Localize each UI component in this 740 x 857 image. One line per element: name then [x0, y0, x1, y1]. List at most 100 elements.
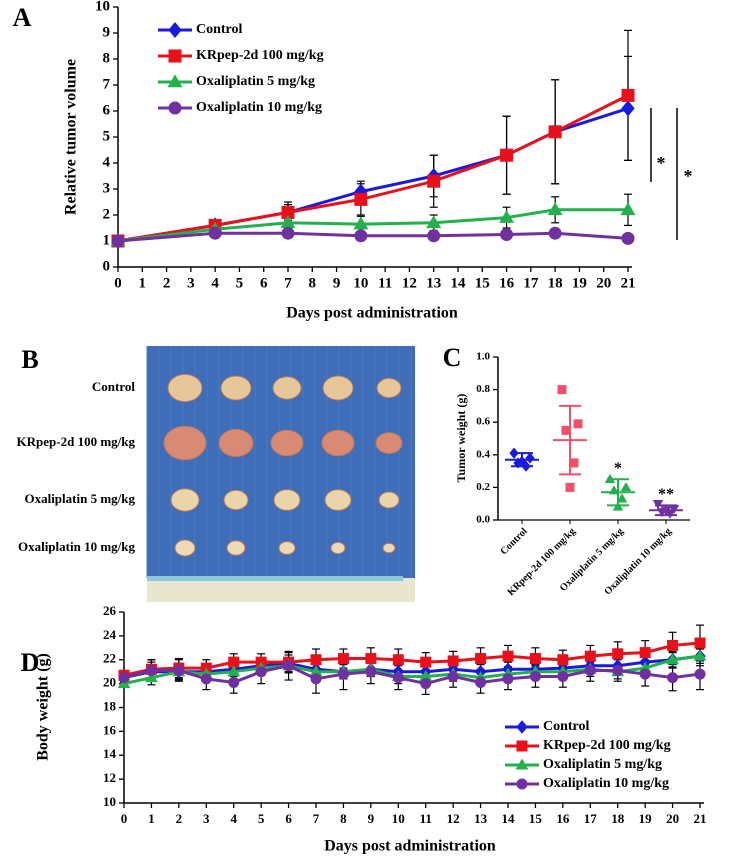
tumor — [321, 429, 355, 457]
y-tick-label: 0.4 — [476, 448, 490, 460]
panel-label: A — [13, 3, 32, 32]
data-point — [502, 673, 514, 685]
tumor — [270, 429, 304, 457]
data-point — [639, 647, 651, 659]
mean-sd — [649, 504, 683, 517]
tumor — [223, 489, 249, 511]
data-point — [694, 668, 706, 680]
data-point — [652, 500, 664, 510]
x-tick-label: 5 — [236, 275, 244, 291]
data-point — [525, 452, 535, 464]
data-point — [208, 226, 222, 240]
y-tick-label: 24 — [103, 627, 117, 642]
y-tick-label: 22 — [103, 651, 116, 666]
data-point — [547, 202, 563, 216]
data-point — [620, 202, 636, 216]
tumor — [220, 375, 252, 401]
y-tick-label: 4 — [103, 154, 111, 170]
data-point — [281, 226, 295, 240]
x-axis-label: Days post administration — [324, 838, 496, 855]
legend-marker — [516, 778, 528, 790]
x-tick-label: 1 — [148, 811, 155, 826]
y-axis-label: Body weight (g) — [35, 653, 52, 761]
tumor — [167, 373, 203, 403]
x-tick-label: 11 — [420, 811, 432, 826]
data-point — [337, 653, 349, 665]
series-line — [117, 208, 628, 243]
legend-label: Oxaliplatin 5 mg/kg — [543, 757, 662, 772]
y-tick-label: 0 — [103, 258, 111, 274]
data-point — [548, 125, 562, 139]
data-point — [557, 670, 569, 682]
data-point — [255, 666, 267, 678]
x-tick-label: 8 — [340, 811, 347, 826]
y-tick-label: 0.6 — [476, 416, 490, 428]
legend-label: Control — [196, 22, 243, 37]
y-tick-label: 10 — [103, 794, 116, 809]
data-point — [548, 226, 562, 240]
tumor — [174, 539, 196, 557]
data-point — [145, 664, 157, 676]
x-tick-label: 7 — [284, 275, 292, 291]
x-tick-label: 15 — [529, 811, 543, 826]
data-point — [667, 672, 679, 684]
data-point — [569, 458, 579, 468]
x-tick-label: 3 — [203, 811, 210, 826]
x-tick-label: 12 — [402, 275, 417, 291]
x-tick-label: 10 — [392, 811, 405, 826]
x-tick-label: 5 — [258, 811, 265, 826]
legend-label: KRpep-2d 100 mg/kg — [196, 48, 324, 63]
data-point — [499, 210, 515, 223]
y-tick-label: 7 — [103, 76, 111, 92]
tumor — [226, 540, 246, 556]
x-tick-label: 15 — [475, 275, 490, 291]
y-axis-label: Relative tumor volume — [63, 59, 80, 215]
tumor — [272, 376, 302, 400]
legend-marker — [516, 740, 528, 752]
x-axis-label: Days post administration — [286, 305, 458, 322]
data-point — [612, 664, 624, 676]
x-tick-label: 3 — [187, 275, 195, 291]
x-tick-label: 16 — [499, 275, 515, 291]
x-tick-label: 6 — [285, 811, 292, 826]
data-point — [365, 666, 377, 678]
x-tick-label: 6 — [260, 275, 268, 291]
data-point — [475, 676, 487, 688]
tumor — [378, 491, 400, 509]
data-point — [173, 664, 185, 676]
significance-label: ** — [658, 486, 674, 503]
y-tick-label: 0.2 — [476, 481, 490, 493]
x-tick-label: 13 — [426, 275, 441, 291]
legend-label: Control — [543, 719, 590, 734]
x-tick-label: Control — [499, 526, 530, 557]
data-point — [145, 671, 158, 683]
data-point — [111, 234, 125, 248]
data-point — [561, 425, 571, 435]
y-tick-label: 14 — [103, 746, 117, 761]
legend-label: KRpep-2d 100 mg/kg — [543, 738, 671, 753]
data-point — [500, 148, 514, 162]
data-point — [584, 664, 596, 676]
mean-sd — [601, 478, 635, 507]
tumor — [163, 425, 207, 461]
panel-label: D — [21, 648, 40, 677]
y-tick-label: 6 — [103, 102, 111, 118]
x-tick-label: 21 — [621, 275, 636, 291]
mean-sd — [553, 404, 587, 476]
legend-marker — [168, 22, 182, 38]
x-tick-label: 8 — [309, 275, 317, 291]
tumor — [322, 375, 354, 401]
data-point — [620, 482, 632, 492]
x-tick-label: 7 — [313, 811, 320, 826]
data-point — [447, 670, 459, 682]
x-tick-label: 14 — [502, 811, 516, 826]
x-tick-label: 21 — [694, 811, 707, 826]
data-point — [227, 665, 241, 677]
data-point — [228, 676, 240, 688]
y-tick-label: 26 — [103, 603, 117, 618]
ruler — [147, 578, 415, 602]
x-tick-label: 9 — [368, 811, 375, 826]
data-point — [420, 678, 432, 690]
significance-label: * — [684, 166, 693, 186]
